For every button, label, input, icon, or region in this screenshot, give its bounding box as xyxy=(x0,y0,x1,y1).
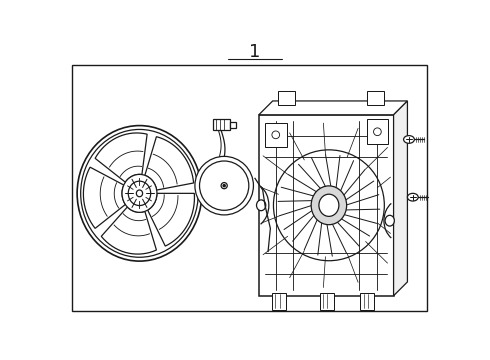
Bar xyxy=(229,122,236,128)
Bar xyxy=(319,293,334,310)
Bar xyxy=(272,293,286,310)
Bar xyxy=(259,115,393,296)
Polygon shape xyxy=(147,193,195,246)
Ellipse shape xyxy=(122,174,157,212)
Ellipse shape xyxy=(311,186,346,225)
Ellipse shape xyxy=(408,193,418,201)
Polygon shape xyxy=(393,101,408,296)
Ellipse shape xyxy=(128,181,151,206)
Ellipse shape xyxy=(385,215,394,226)
Polygon shape xyxy=(259,101,408,115)
Polygon shape xyxy=(101,207,156,254)
Ellipse shape xyxy=(199,161,249,210)
Ellipse shape xyxy=(373,128,381,136)
Ellipse shape xyxy=(272,131,280,139)
Ellipse shape xyxy=(223,184,225,187)
Ellipse shape xyxy=(257,200,266,211)
Ellipse shape xyxy=(221,183,227,189)
Polygon shape xyxy=(83,167,125,228)
Bar xyxy=(367,91,384,105)
Bar xyxy=(367,120,388,144)
Ellipse shape xyxy=(136,190,143,197)
Bar xyxy=(278,91,295,105)
Bar xyxy=(213,120,229,130)
Ellipse shape xyxy=(404,136,415,143)
Bar xyxy=(361,293,374,310)
Text: 1: 1 xyxy=(249,44,261,62)
Polygon shape xyxy=(145,137,194,190)
Bar xyxy=(72,65,427,311)
Polygon shape xyxy=(95,133,147,182)
Ellipse shape xyxy=(319,194,339,216)
Bar xyxy=(265,122,287,147)
Ellipse shape xyxy=(195,156,253,215)
